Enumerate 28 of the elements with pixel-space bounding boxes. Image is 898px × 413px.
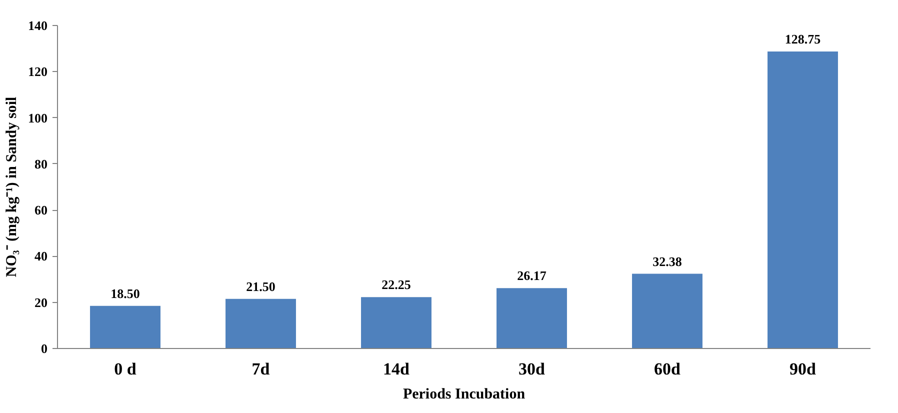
y-tick-label: 0 bbox=[41, 341, 48, 356]
bar bbox=[768, 51, 838, 348]
bar bbox=[361, 297, 432, 348]
x-tick-label: 60d bbox=[654, 360, 682, 378]
data-label: 128.75 bbox=[784, 31, 822, 46]
y-tick-label: 80 bbox=[34, 156, 48, 172]
x-axis-title: Periods Incubation bbox=[402, 386, 526, 402]
y-tick-label: 140 bbox=[28, 18, 48, 33]
x-tick-label: 7d bbox=[252, 360, 270, 378]
y-axis-title: NO₃⁻ (mg kg⁻¹) in Sandy soil bbox=[4, 96, 20, 278]
bar bbox=[632, 274, 702, 348]
bar bbox=[90, 306, 160, 348]
x-tick-label: 0 d bbox=[114, 360, 137, 378]
data-label: 21.50 bbox=[246, 278, 276, 294]
bar bbox=[496, 288, 567, 348]
data-label: 22.25 bbox=[382, 277, 412, 292]
data-label: 32.38 bbox=[652, 254, 682, 269]
y-tick-label: 20 bbox=[34, 294, 48, 310]
bar bbox=[226, 298, 296, 348]
y-tick-label: 60 bbox=[34, 202, 48, 218]
x-tick-label: 30d bbox=[518, 360, 546, 378]
data-label: 18.50 bbox=[110, 286, 140, 301]
data-label: 26.17 bbox=[517, 268, 547, 284]
y-tick-label: 40 bbox=[34, 248, 48, 264]
y-tick-label: 120 bbox=[28, 64, 48, 80]
x-tick-label: 14d bbox=[383, 360, 410, 378]
x-tick-label: 90d bbox=[790, 360, 817, 378]
y-tick-label: 100 bbox=[28, 110, 48, 126]
